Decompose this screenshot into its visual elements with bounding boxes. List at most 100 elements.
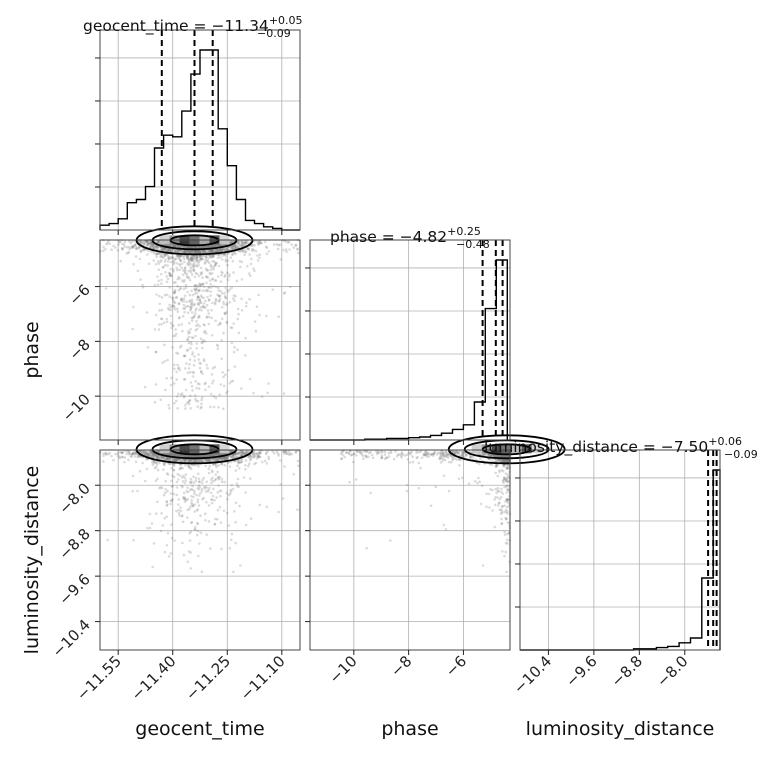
sample-point-2-0-1440 (143, 479, 147, 483)
sample-point-1-0-1831 (180, 344, 183, 348)
sample-point-1-0-2234 (125, 252, 128, 255)
sample-point-1-0-631 (231, 379, 235, 383)
sample-point-2-0-284 (216, 518, 219, 521)
sample-point-1-0-708 (195, 249, 198, 253)
sample-point-1-0-2416 (205, 363, 208, 367)
sample-point-1-0-1211 (159, 260, 162, 264)
sample-point-2-0-2114 (197, 504, 201, 507)
sample-point-2-0-129 (120, 451, 124, 454)
sample-point-2-0-785 (211, 479, 215, 483)
sample-point-1-0-2332 (180, 298, 184, 301)
sample-point-1-0-1370 (197, 314, 201, 318)
sample-point-1-0-487 (277, 315, 281, 319)
sample-point-2-0-475 (145, 467, 149, 471)
sample-point-2-0-774 (240, 452, 243, 456)
sample-point-2-0-590 (166, 457, 169, 461)
sample-point-2-0-986 (231, 487, 235, 491)
sample-point-2-0-206 (196, 498, 200, 501)
sample-point-2-0-920 (150, 450, 153, 454)
sample-point-1-0-1400 (193, 245, 197, 249)
sample-point-1-0-719 (191, 375, 195, 378)
sample-point-1-0-2423 (160, 278, 163, 282)
sample-point-1-0-2191 (202, 323, 205, 326)
sample-point-2-0-756 (267, 457, 271, 461)
sample-point-1-0-786 (222, 384, 226, 388)
sample-point-1-0-305 (205, 315, 209, 319)
sample-point-1-0-412 (189, 268, 192, 272)
sample-point-1-0-2160 (190, 259, 194, 263)
sample-point-1-0-969 (198, 255, 201, 258)
sample-point-1-0-65 (253, 320, 257, 323)
sample-point-1-0-2372 (188, 358, 192, 361)
sample-point-1-0-742 (253, 244, 256, 247)
sample-point-2-0-695 (131, 474, 135, 478)
sample-point-2-0-647 (215, 453, 218, 457)
sample-point-1-0-1404 (159, 252, 163, 256)
sample-point-1-0-1259 (143, 241, 147, 245)
sample-point-1-0-163 (209, 282, 212, 286)
sample-point-1-0-1752 (161, 247, 165, 251)
sample-point-2-0-1602 (265, 505, 269, 509)
sample-point-1-0-2280 (168, 303, 171, 307)
sample-point-2-0-259 (185, 454, 189, 458)
sample-point-1-0-791 (194, 287, 197, 291)
sample-point-2-0-868 (249, 517, 253, 520)
sample-point-1-0-447 (209, 263, 212, 267)
sample-point-1-0-98 (181, 329, 184, 333)
sample-point-2-0-272 (208, 454, 212, 458)
sample-point-1-0-2121 (260, 241, 263, 245)
sample-point-1-0-1312 (198, 299, 202, 302)
sample-point-1-0-1317 (174, 328, 177, 331)
sample-point-2-0-119 (152, 455, 156, 459)
sample-point-1-0-2229 (194, 250, 197, 253)
sample-point-2-0-533 (159, 455, 163, 459)
sample-point-2-0-413 (220, 462, 224, 465)
sample-point-1-0-12 (189, 249, 192, 253)
sample-point-1-0-2106 (180, 279, 184, 282)
sample-point-1-0-596 (195, 255, 198, 259)
sample-point-1-0-1300 (176, 363, 179, 367)
sample-point-2-0-2330 (210, 501, 214, 505)
sample-point-1-0-1103 (154, 245, 158, 249)
sample-point-2-0-1253 (207, 520, 211, 523)
sample-point-2-0-156 (214, 458, 218, 462)
sample-point-2-0-625 (169, 458, 173, 462)
sample-point-1-0-1026 (163, 359, 167, 363)
sample-point-1-0-1860 (214, 299, 218, 302)
sample-point-1-0-675 (160, 317, 163, 320)
sample-point-1-0-1650 (201, 338, 205, 342)
sample-point-1-0-2472 (195, 324, 198, 328)
sample-point-1-0-244 (218, 297, 222, 301)
sample-point-2-0-560 (213, 522, 217, 526)
sample-point-2-0-154 (165, 472, 169, 475)
sample-point-2-0-1304 (205, 533, 208, 536)
sample-point-1-0-1011 (182, 300, 186, 303)
sample-point-1-0-1911 (186, 348, 190, 352)
sample-point-2-0-2257 (189, 481, 193, 485)
sample-point-2-0-768 (238, 504, 241, 508)
sample-point-2-0-350 (169, 462, 172, 466)
sample-point-2-0-71 (226, 457, 230, 460)
sample-point-2-0-975 (201, 454, 205, 458)
sample-point-1-0-1065 (223, 253, 226, 256)
sample-point-2-0-1897 (244, 464, 247, 467)
sample-point-1-0-1913 (167, 248, 170, 251)
sample-point-2-0-1905 (158, 487, 161, 490)
sample-point-1-0-822 (237, 241, 240, 244)
sample-point-1-0-529 (218, 248, 221, 252)
sample-point-1-0-1280 (210, 249, 214, 252)
sample-point-1-0-2530 (233, 246, 236, 250)
sample-point-1-0-2297 (214, 262, 217, 266)
sample-point-2-0-1067 (188, 507, 191, 511)
sample-point-1-0-920 (150, 250, 153, 254)
sample-point-1-0-1199 (176, 367, 180, 370)
sample-point-1-0-576 (176, 268, 179, 272)
sample-point-1-0-2571 (219, 248, 222, 252)
sample-point-1-0-1721 (209, 249, 212, 252)
sample-point-1-0-1996 (151, 243, 154, 247)
sample-point-1-0-888 (179, 259, 183, 263)
sample-point-1-0-882 (176, 244, 179, 248)
sample-point-1-0-357 (242, 240, 245, 244)
sample-point-1-0-2024 (161, 361, 164, 365)
sample-point-1-0-2504 (272, 243, 276, 246)
